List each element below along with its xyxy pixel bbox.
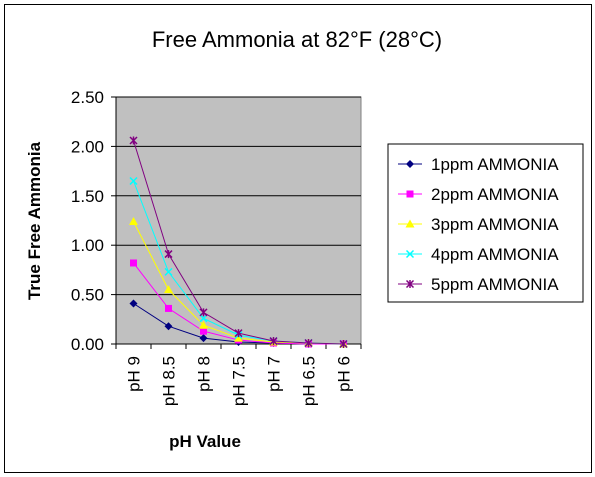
legend-marker [405, 219, 415, 228]
series-5 [129, 136, 348, 349]
legend-item: 1ppm AMMONIA [398, 155, 559, 174]
data-point [200, 327, 207, 335]
gridlines [116, 96, 361, 296]
data-point [164, 267, 173, 276]
data-point [129, 299, 138, 308]
chart-title: Free Ammonia at 82°F (28°C) [152, 27, 442, 52]
legend-box [387, 143, 584, 303]
data-point [304, 338, 313, 348]
legend-label: 4ppm AMMONIA [431, 245, 559, 264]
y-tick-label: 0.50 [71, 286, 104, 305]
legend-label: 5ppm AMMONIA [431, 275, 559, 294]
y-tick-label: 0.00 [71, 335, 104, 354]
x-tick-label: pH 6 [335, 356, 354, 392]
data-point [234, 329, 243, 338]
x-axis-title: pH Value [169, 432, 241, 451]
data-point [129, 176, 138, 186]
data-point [129, 216, 138, 225]
legend-marker [406, 160, 414, 168]
legend: 1ppm AMMONIA 2ppm AMMONIA 3ppm AMMONIA 4ppm… [387, 143, 584, 303]
x-tick-label: pH 9 [125, 356, 144, 392]
data-point [164, 250, 173, 259]
data-point [234, 333, 243, 342]
data-point [129, 136, 138, 145]
data-point [199, 314, 208, 323]
data-point [164, 322, 173, 331]
data-point [199, 320, 208, 329]
legend-marker [405, 279, 415, 289]
y-tick-labels: 0.00 0.50 1.00 1.50 2.00 2.50 [71, 88, 104, 354]
legend-label: 1ppm AMMONIA [431, 155, 559, 174]
y-tick-label: 2.00 [71, 137, 104, 156]
x-tick-label: pH 7.5 [230, 356, 249, 406]
x-tick-label: pH 8 [195, 356, 214, 392]
data-point [269, 337, 278, 346]
x-tick-label: pH 7 [265, 356, 284, 392]
legend-item: 4ppm AMMONIA [398, 245, 559, 264]
legend-marker [406, 190, 414, 198]
data-point [199, 334, 208, 343]
plot-area [115, 96, 362, 345]
legend-item: 3ppm AMMONIA [398, 215, 559, 234]
y-tick-label: 1.00 [71, 236, 104, 255]
y-axis-title: True Free Ammonia [25, 141, 44, 300]
x-tick-labels: pH 9 pH 8.5 pH 8 pH 7.5 pH 7 pH 6.5 pH 6 [125, 356, 354, 406]
legend-marker [405, 249, 415, 259]
chart-frame: Free Ammonia at 82°F (28°C) 0.00 0.50 1.00… [4, 4, 592, 473]
data-point [165, 304, 172, 312]
data-point [164, 285, 173, 294]
legend-item: 5ppm AMMONIA [398, 275, 559, 294]
y-tick-label: 2.50 [71, 88, 104, 107]
data-point [130, 259, 137, 267]
legend-label: 3ppm AMMONIA [431, 215, 559, 234]
line-chart: Free Ammonia at 82°F (28°C) 0.00 0.50 1.00… [25, 27, 584, 451]
data-point [199, 308, 208, 317]
legend-label: 2ppm AMMONIA [431, 185, 559, 204]
series-lines [129, 136, 348, 349]
x-tick-label: pH 8.5 [160, 356, 179, 406]
x-tick-label: pH 6.5 [300, 356, 319, 406]
y-tick-label: 1.50 [71, 187, 104, 206]
legend-item: 2ppm AMMONIA [398, 185, 559, 204]
data-point [339, 339, 348, 349]
